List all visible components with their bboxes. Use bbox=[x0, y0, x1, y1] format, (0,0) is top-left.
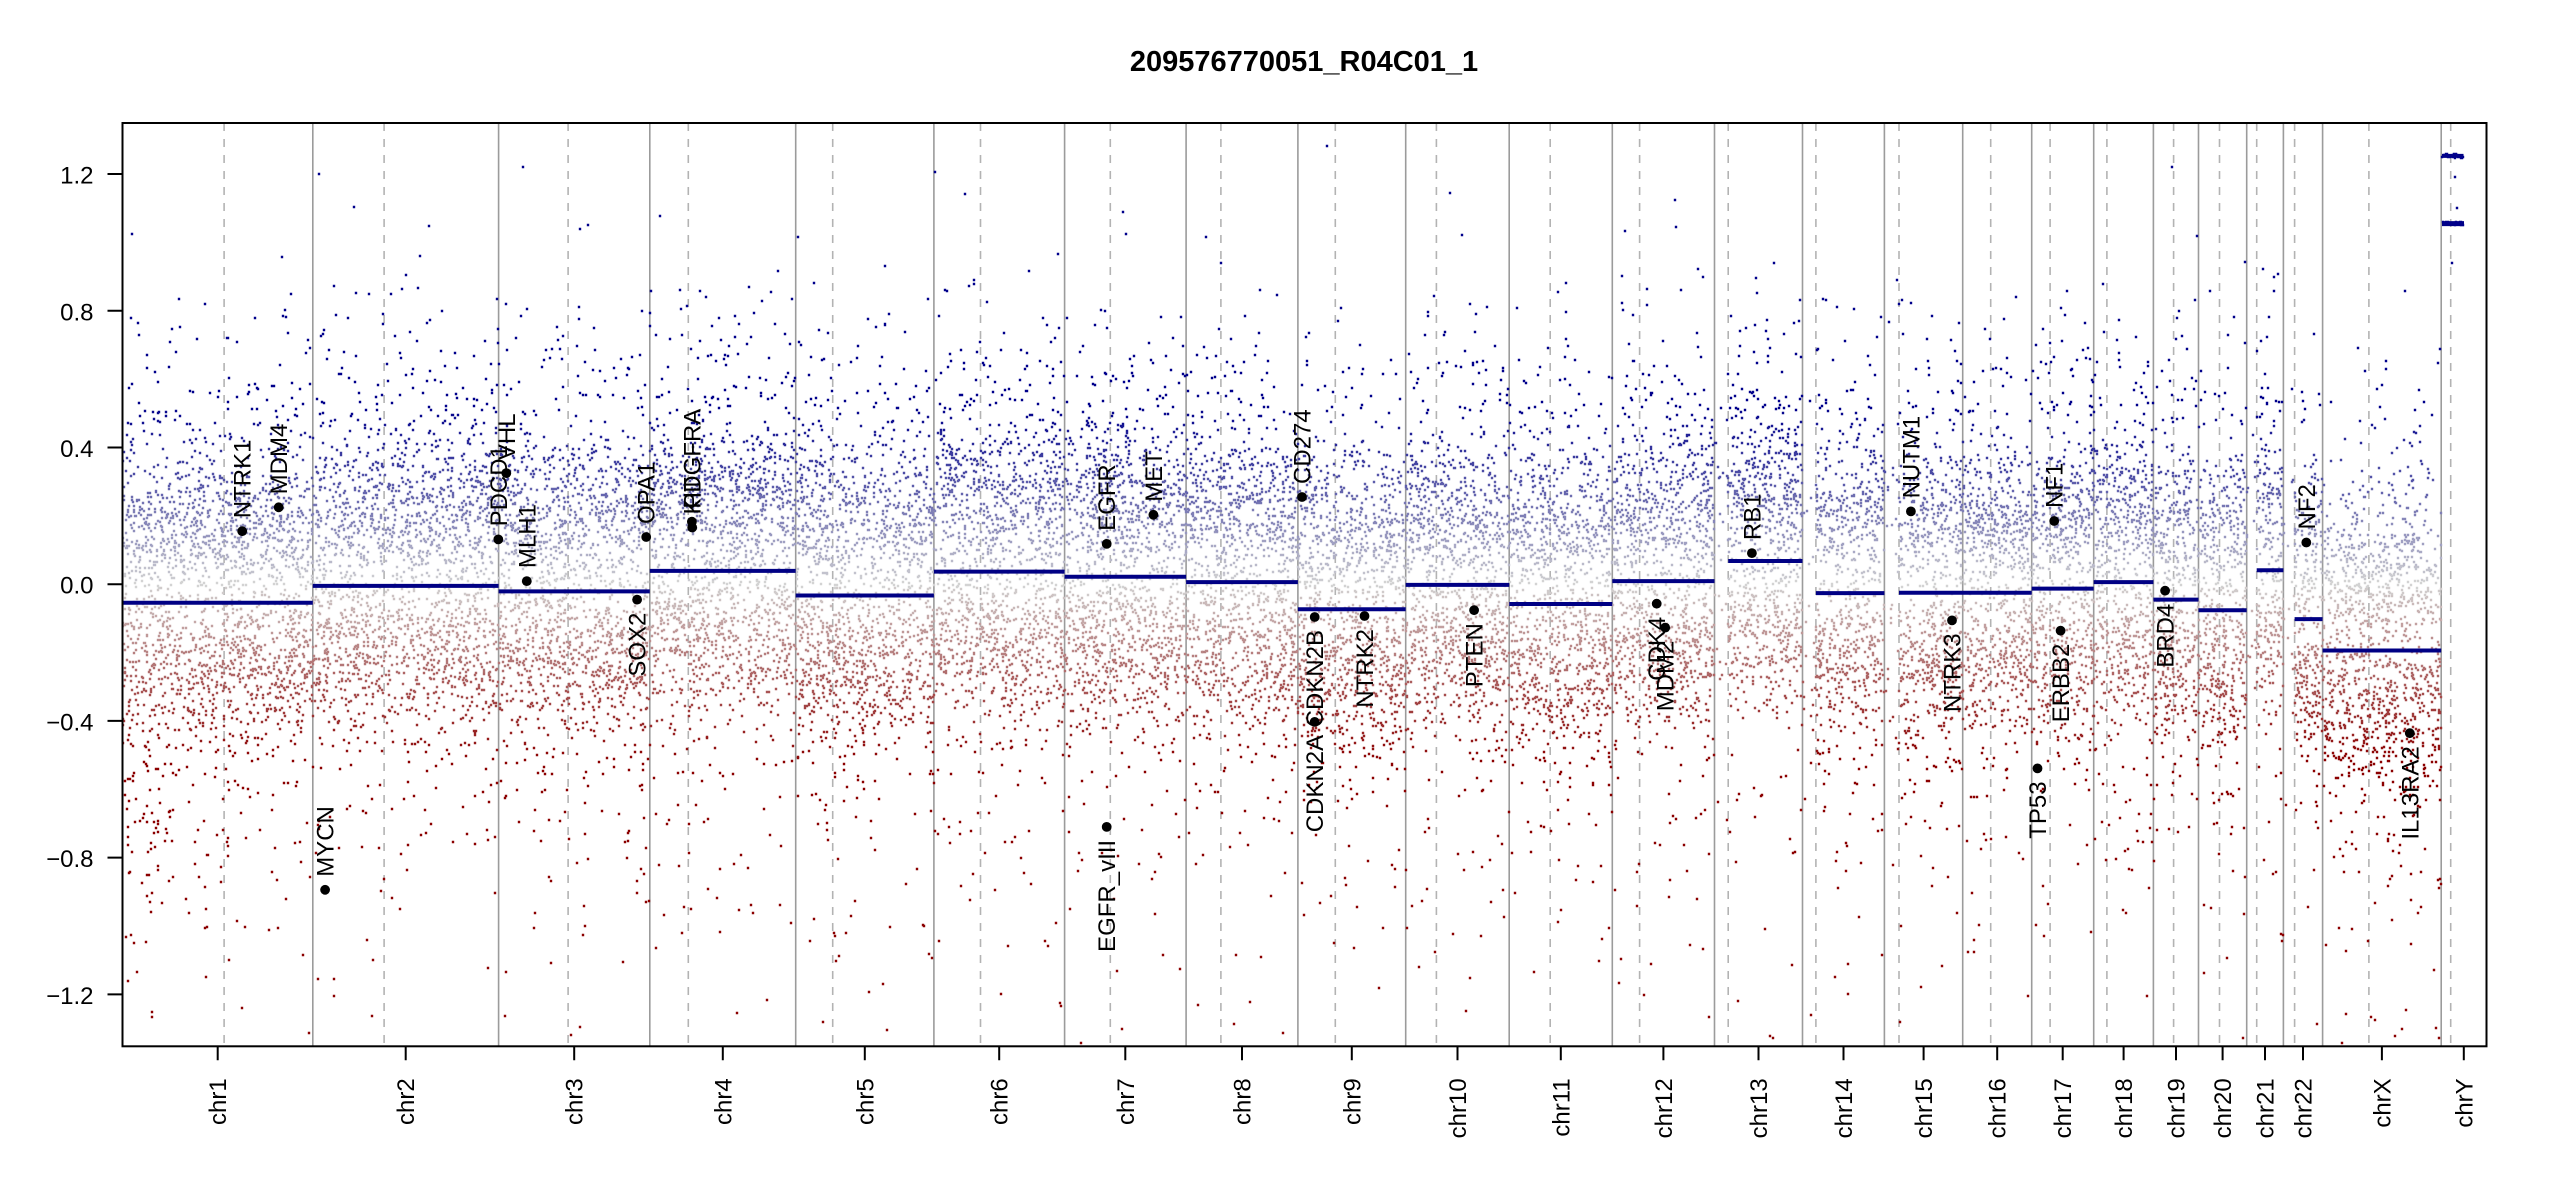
svg-text:ERBB2: ERBB2 bbox=[2048, 644, 2075, 723]
svg-text:KIT: KIT bbox=[680, 477, 707, 515]
svg-text:OPA1: OPA1 bbox=[634, 462, 661, 524]
svg-text:MDM4: MDM4 bbox=[266, 424, 293, 495]
svg-text:EGFR_vIII: EGFR_vIII bbox=[1094, 840, 1121, 952]
svg-text:EGFR: EGFR bbox=[1094, 464, 1121, 531]
svg-text:chr13: chr13 bbox=[1746, 1078, 1773, 1138]
svg-text:chr21: chr21 bbox=[2253, 1078, 2280, 1138]
svg-text:−0.8: −0.8 bbox=[46, 846, 93, 873]
svg-text:chr6: chr6 bbox=[987, 1078, 1014, 1125]
svg-text:CD274: CD274 bbox=[1290, 409, 1317, 484]
svg-text:BRD4: BRD4 bbox=[2153, 604, 2180, 668]
svg-text:chr20: chr20 bbox=[2210, 1078, 2237, 1138]
svg-text:chrX: chrX bbox=[2369, 1078, 2396, 1127]
svg-text:NUTM1: NUTM1 bbox=[1898, 416, 1925, 499]
svg-text:MET: MET bbox=[1141, 451, 1168, 502]
svg-text:chr9: chr9 bbox=[1339, 1078, 1366, 1125]
svg-text:chrY: chrY bbox=[2451, 1078, 2478, 1127]
svg-text:chr7: chr7 bbox=[1113, 1078, 1140, 1125]
svg-text:0.8: 0.8 bbox=[60, 299, 93, 326]
svg-text:chr2: chr2 bbox=[393, 1078, 420, 1125]
svg-text:chr4: chr4 bbox=[710, 1078, 737, 1125]
svg-text:TP53: TP53 bbox=[2025, 781, 2052, 838]
svg-text:VHL: VHL bbox=[494, 413, 521, 460]
svg-text:chr22: chr22 bbox=[2291, 1078, 2318, 1138]
svg-text:NTRK1: NTRK1 bbox=[230, 440, 257, 519]
svg-text:−1.2: −1.2 bbox=[46, 983, 93, 1010]
svg-text:PDCD1: PDCD1 bbox=[486, 445, 513, 526]
svg-text:1.2: 1.2 bbox=[60, 163, 93, 190]
svg-text:NTRK2: NTRK2 bbox=[1352, 629, 1379, 708]
svg-text:CDKN2A: CDKN2A bbox=[1302, 735, 1329, 832]
svg-text:PDGFRA: PDGFRA bbox=[679, 409, 706, 509]
svg-text:chr19: chr19 bbox=[2164, 1078, 2191, 1138]
svg-text:−0.4: −0.4 bbox=[46, 709, 93, 736]
svg-text:chr15: chr15 bbox=[1911, 1078, 1938, 1138]
svg-text:209576770051_R04C01_1: 209576770051_R04C01_1 bbox=[1130, 46, 1478, 78]
svg-text:chr3: chr3 bbox=[562, 1078, 589, 1125]
svg-text:RB1: RB1 bbox=[1739, 493, 1766, 540]
svg-text:chr1: chr1 bbox=[205, 1078, 232, 1125]
svg-text:chr12: chr12 bbox=[1651, 1078, 1678, 1138]
svg-text:chr8: chr8 bbox=[1230, 1078, 1257, 1125]
svg-text:CDKN2B: CDKN2B bbox=[1302, 630, 1329, 727]
svg-text:0.0: 0.0 bbox=[60, 573, 93, 600]
svg-text:chr17: chr17 bbox=[2050, 1078, 2077, 1138]
svg-text:MLH1: MLH1 bbox=[514, 504, 541, 568]
svg-text:chr5: chr5 bbox=[852, 1078, 879, 1125]
svg-text:SOX2: SOX2 bbox=[625, 613, 652, 677]
svg-text:NTRK3: NTRK3 bbox=[1940, 633, 1967, 712]
svg-text:chr14: chr14 bbox=[1831, 1078, 1858, 1138]
svg-text:0.4: 0.4 bbox=[60, 436, 93, 463]
svg-text:MDM2: MDM2 bbox=[1653, 641, 1680, 712]
svg-text:MYCN: MYCN bbox=[313, 806, 340, 877]
svg-text:chr16: chr16 bbox=[1985, 1078, 2012, 1138]
svg-text:chr10: chr10 bbox=[1445, 1078, 1472, 1138]
svg-text:chr18: chr18 bbox=[2111, 1078, 2138, 1138]
svg-text:IL13RA2: IL13RA2 bbox=[2397, 746, 2424, 839]
svg-text:PTEN: PTEN bbox=[1462, 623, 1489, 687]
svg-text:chr11: chr11 bbox=[1548, 1078, 1575, 1136]
svg-text:NF1: NF1 bbox=[2042, 463, 2069, 508]
svg-text:NF2: NF2 bbox=[2294, 484, 2321, 529]
